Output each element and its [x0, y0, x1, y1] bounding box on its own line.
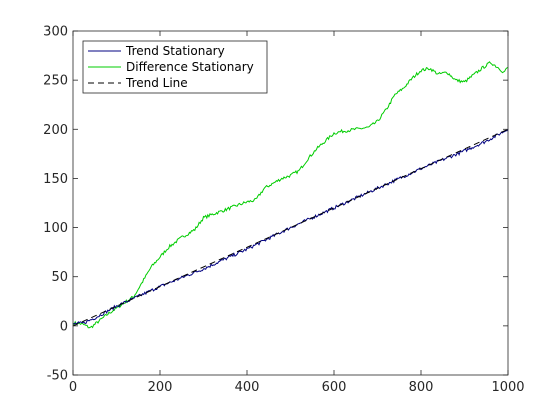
legend-label-trend-line: Trend Line: [125, 76, 188, 90]
y-tick-label: 300: [43, 25, 68, 40]
y-tick-label: 50: [51, 270, 68, 285]
y-tick-label: 100: [43, 221, 68, 236]
y-tick-label: 150: [43, 172, 68, 187]
series-layer: [72, 61, 509, 329]
y-tick-label: 0: [60, 319, 68, 334]
legend-label-trend-stationary: Trend Stationary: [125, 44, 225, 58]
y-tick-label: -50: [47, 369, 68, 384]
x-tick-label: 1000: [491, 380, 524, 395]
series-line-trend-stationary: [72, 129, 509, 325]
x-tick-label: 800: [409, 380, 434, 395]
x-tick-label: 200: [148, 380, 173, 395]
y-tick-label: 200: [43, 123, 68, 138]
series-line-difference-stationary: [72, 61, 509, 329]
legend-label-difference-stationary: Difference Stationary: [126, 60, 254, 74]
y-tick-label: 250: [43, 74, 68, 89]
x-tick-label: 600: [322, 380, 347, 395]
legend: Trend Stationary Difference Stationary Tre…: [82, 40, 268, 94]
x-tick-label: 400: [235, 380, 260, 395]
x-tick-label: 0: [69, 380, 77, 395]
plot-frame: [72, 30, 509, 376]
